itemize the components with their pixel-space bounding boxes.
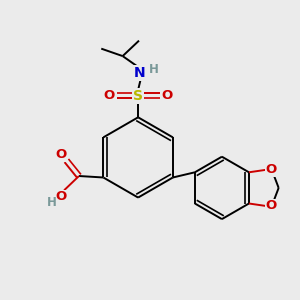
Text: O: O (161, 89, 172, 102)
Text: N: N (134, 66, 146, 80)
Text: H: H (148, 63, 158, 76)
Text: O: O (56, 148, 67, 161)
Text: H: H (47, 196, 57, 209)
Text: S: S (133, 89, 143, 103)
Text: O: O (104, 89, 115, 102)
Text: O: O (266, 164, 277, 176)
Text: O: O (56, 190, 67, 203)
Text: O: O (266, 200, 277, 212)
